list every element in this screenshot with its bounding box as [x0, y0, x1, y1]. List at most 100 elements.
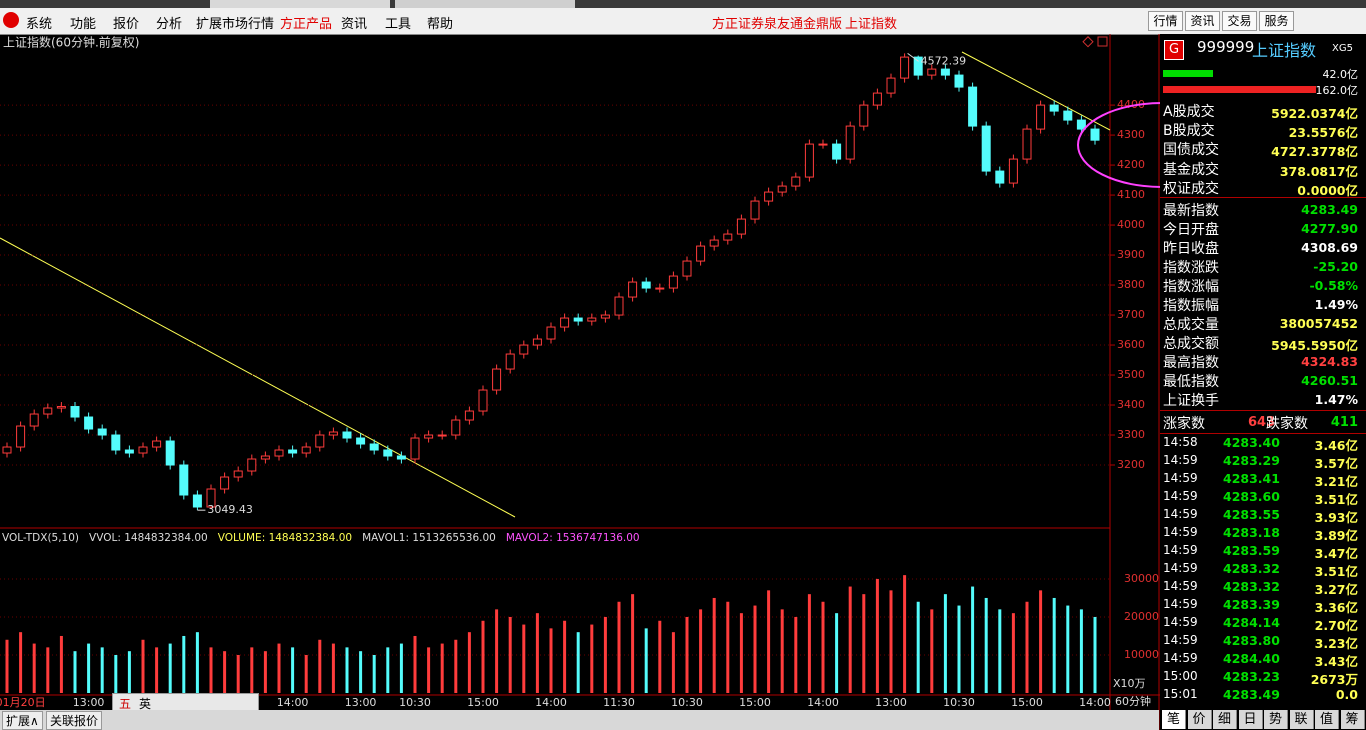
volume-bar	[1039, 590, 1043, 693]
tick-volume: 2673万	[1310, 672, 1358, 687]
y-tick-label: 4100	[1117, 188, 1145, 201]
menu-button[interactable]: 行情	[1148, 11, 1183, 31]
candle-body	[832, 143, 842, 160]
menu-button[interactable]: 交易	[1222, 11, 1257, 31]
volume-bar	[563, 620, 567, 693]
panel-tab[interactable]: 值	[1315, 710, 1339, 729]
volume-bar	[522, 624, 526, 693]
stat-value: 1.47%	[1314, 392, 1358, 407]
tick-price: 4283.49	[1223, 687, 1280, 702]
ratio-label: 162.0亿	[1315, 82, 1358, 98]
tick-volume: 3.51亿	[1314, 564, 1358, 579]
candle-body	[859, 104, 869, 127]
x-tick-label: 10:30	[671, 696, 703, 709]
menu-button[interactable]: 资讯	[1185, 11, 1220, 31]
volume-bar	[291, 647, 295, 693]
candle-body	[492, 368, 502, 391]
menu-item[interactable]: 工具	[385, 17, 412, 32]
app-logo[interactable]	[3, 12, 19, 28]
menu-item[interactable]: 方正产品	[280, 17, 333, 32]
tick-volume: 3.57亿	[1314, 456, 1358, 471]
window-tab[interactable]	[395, 0, 575, 8]
breadth-label: 涨家数	[1163, 416, 1205, 432]
menu-item[interactable]: 系统	[26, 17, 53, 32]
y-tick-label: 4300	[1117, 128, 1145, 141]
panel-tab[interactable]: 细	[1213, 710, 1237, 729]
tick-time: 14:59	[1163, 615, 1198, 629]
tick-price: 4283.23	[1223, 669, 1280, 684]
volume-bar	[862, 594, 866, 693]
menu-button[interactable]: 服务	[1259, 11, 1294, 31]
volume-bar	[100, 647, 104, 693]
candle-body	[451, 419, 461, 436]
panel-tab[interactable]: 势	[1264, 710, 1288, 729]
tick-volume: 3.47亿	[1314, 546, 1358, 561]
volume-bar	[631, 594, 635, 693]
candle-body	[356, 437, 366, 445]
x-tick-label: 14:00	[807, 696, 839, 709]
candle-body	[750, 200, 760, 220]
stat-value: 4308.69	[1301, 240, 1358, 255]
icon[interactable]	[1097, 36, 1108, 47]
tick-price: 4283.39	[1223, 597, 1280, 612]
volume-bar	[998, 609, 1002, 693]
panel-tab[interactable]: 筹	[1340, 710, 1365, 729]
x-tick-label: 14:00	[535, 696, 567, 709]
volume-bar	[209, 647, 213, 693]
x-tick-label: 13:00	[73, 696, 105, 709]
menu-item[interactable]: 扩展市场行情	[196, 17, 275, 32]
volume-bar	[739, 613, 743, 693]
window-tab[interactable]	[210, 0, 390, 8]
panel-tab[interactable]: 笔	[1162, 710, 1186, 729]
candle-body	[70, 406, 80, 418]
candle-body	[505, 353, 515, 370]
tick-volume: 3.23亿	[1314, 636, 1358, 651]
panel-tab[interactable]: 联	[1289, 710, 1314, 729]
volume-bar	[481, 620, 485, 693]
bottom-tab[interactable]: 扩展∧	[2, 711, 43, 730]
stat-label: 上证换手	[1163, 393, 1219, 409]
volume-bar	[386, 647, 390, 693]
ime-key[interactable]: 英	[139, 697, 152, 711]
tick-price: 4283.29	[1223, 453, 1280, 468]
menu-item[interactable]: 帮助	[427, 17, 454, 32]
stat-label: 指数振幅	[1163, 298, 1219, 314]
volume-bar	[263, 651, 267, 693]
candle-body	[437, 434, 447, 437]
tick-time: 14:59	[1163, 633, 1198, 647]
menu-item[interactable]: 分析	[156, 17, 183, 32]
volume-unit: X10万	[1113, 677, 1146, 690]
volume-bar	[848, 586, 852, 693]
y-tick-label: 4400	[1117, 98, 1145, 111]
volume-bar	[712, 597, 716, 693]
candle-body	[1008, 158, 1018, 184]
stock-tag: XG5	[1332, 43, 1353, 54]
panel-tab[interactable]: 日	[1238, 710, 1263, 729]
ime-key[interactable]: 五	[119, 697, 132, 711]
volume-bar	[114, 654, 118, 693]
tick-time: 15:00	[1163, 669, 1198, 683]
candle-body	[97, 428, 107, 436]
volume-bar	[603, 616, 607, 693]
candle-body	[233, 470, 243, 478]
x-tick-label: 13:00	[345, 696, 377, 709]
candle-body	[845, 125, 855, 160]
menu-item[interactable]: 功能	[70, 17, 97, 32]
menu-item[interactable]: 资讯	[341, 17, 368, 32]
trend-line	[961, 51, 1111, 131]
x-tick-label: 10:30	[943, 696, 975, 709]
panel-tab[interactable]: 价	[1187, 710, 1212, 729]
bottom-tab[interactable]: 关联报价	[46, 711, 103, 730]
candle-body	[328, 431, 338, 436]
candle-body	[954, 74, 964, 88]
chart: 上证指数(60分钟.前复权) X10万 60分钟 3200 3300 3400 350…	[0, 34, 1160, 730]
candle-body	[995, 170, 1005, 184]
menu-item[interactable]: 报价	[113, 17, 140, 32]
stat-label: 最高指数	[1163, 355, 1219, 371]
icon[interactable]	[1082, 36, 1094, 48]
volume-bar	[535, 613, 539, 693]
candle-body	[192, 494, 202, 508]
volume-bar	[1093, 616, 1097, 693]
x-tick-label: 15:00	[739, 696, 771, 709]
volume-bar	[141, 639, 145, 693]
